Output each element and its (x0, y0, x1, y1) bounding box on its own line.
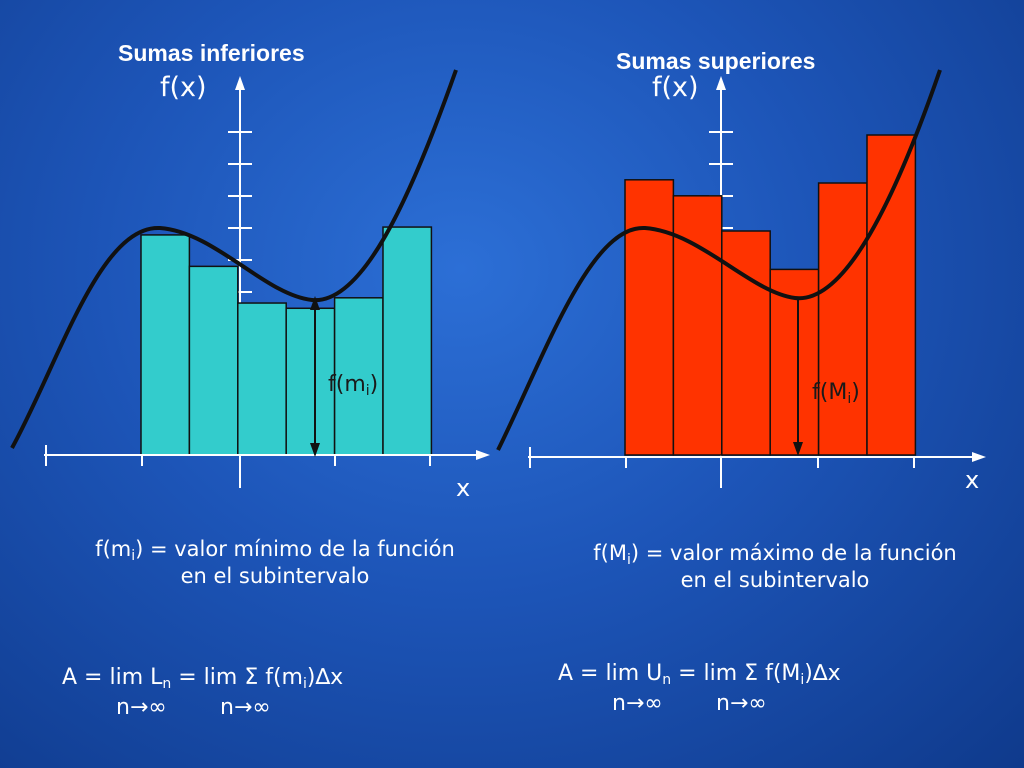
left-limit-subscript-2: n→∞ (220, 695, 271, 720)
left-rect-1 (140, 234, 191, 456)
left-rect-6 (382, 226, 433, 456)
right-limit-subscript-2: n→∞ (716, 691, 767, 716)
right-y-axis-label: f(x) (652, 72, 699, 103)
left-height-arrow-top (310, 296, 320, 310)
right-x-ticks (529, 447, 915, 468)
right-rect-5 (817, 182, 868, 456)
left-rect-2 (188, 265, 239, 456)
right-height-arrow-bottom (793, 442, 803, 456)
left-x-axis-label: x (456, 474, 471, 502)
left-lower-rectangles (140, 226, 433, 456)
left-y-axis-arrow (235, 76, 245, 90)
left-height-arrow-bottom (310, 443, 320, 457)
right-function-curve (496, 69, 942, 451)
right-panel-title: Sumas superiores (616, 48, 816, 74)
right-x-axis-arrow (972, 452, 986, 462)
right-y-axis-arrow (716, 76, 726, 90)
left-x-ticks (45, 445, 431, 466)
left-x-axis-arrow (476, 450, 490, 460)
left-description-line1: f(mi) = valor mínimo de la función (95, 537, 455, 564)
right-rect-6 (866, 134, 917, 456)
right-x-axis-label: x (965, 466, 980, 494)
right-graph (496, 69, 986, 488)
left-graph (10, 69, 490, 488)
right-rect-4 (769, 268, 820, 456)
left-rect-5 (333, 297, 384, 456)
left-rect-3 (237, 302, 287, 456)
right-rect-2 (672, 195, 723, 456)
right-rect-1 (624, 179, 675, 456)
left-area-formula: A = lim Ln = lim Σ f(mi)∆x (62, 665, 344, 692)
left-function-curve (10, 69, 458, 449)
left-height-label: f(mi) (328, 372, 379, 399)
right-limit-subscript-1: n→∞ (612, 691, 663, 716)
right-height-label: f(Mi) (812, 380, 860, 407)
left-y-axis-label: f(x) (160, 72, 207, 103)
left-description: f(mi) = valor mínimo de la función en el… (40, 536, 510, 590)
right-description-line1: f(Mi) = valor máximo de la función (593, 541, 957, 568)
left-limit-subscript-1: n→∞ (116, 695, 167, 720)
right-description: f(Mi) = valor máximo de la función en el… (540, 540, 1010, 594)
right-upper-rectangles (624, 134, 917, 456)
left-panel-title: Sumas inferiores (118, 40, 305, 66)
right-description-line2: en el subintervalo (680, 568, 870, 592)
left-description-line2: en el subintervalo (180, 564, 370, 588)
right-area-formula: A = lim Un = lim Σ f(Mi)∆x (558, 661, 841, 688)
